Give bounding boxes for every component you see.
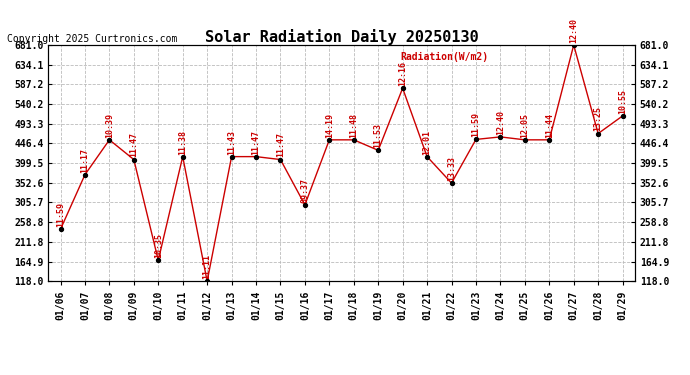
Point: [422, 154, 433, 160]
Text: 12:40: 12:40: [569, 18, 578, 43]
Point: [201, 278, 213, 284]
Point: [226, 154, 237, 160]
Point: [250, 154, 262, 160]
Text: 10:35: 10:35: [154, 233, 163, 258]
Text: Radiation(W/m2): Radiation(W/m2): [400, 52, 489, 62]
Point: [152, 257, 164, 263]
Point: [544, 137, 555, 143]
Text: 11:59: 11:59: [56, 202, 65, 227]
Point: [128, 156, 139, 162]
Text: 11:47: 11:47: [276, 132, 285, 158]
Point: [520, 137, 531, 143]
Text: 11:53: 11:53: [374, 123, 383, 148]
Text: 11:17: 11:17: [81, 148, 90, 172]
Text: Copyright 2025 Curtronics.com: Copyright 2025 Curtronics.com: [7, 34, 177, 44]
Point: [177, 154, 188, 160]
Point: [593, 130, 604, 136]
Text: 09:37: 09:37: [300, 178, 309, 203]
Text: 11:47: 11:47: [252, 129, 261, 154]
Point: [397, 85, 408, 91]
Point: [324, 137, 335, 143]
Point: [79, 172, 90, 178]
Text: 14:19: 14:19: [325, 113, 334, 138]
Point: [446, 180, 457, 186]
Text: 12:05: 12:05: [520, 113, 529, 138]
Point: [471, 136, 482, 142]
Point: [568, 42, 579, 48]
Text: 11:11: 11:11: [203, 254, 212, 279]
Text: 13:25: 13:25: [593, 106, 602, 132]
Text: 11:44: 11:44: [545, 113, 554, 138]
Point: [617, 113, 628, 119]
Point: [299, 202, 310, 208]
Text: 11:48: 11:48: [349, 113, 358, 138]
Point: [373, 147, 384, 153]
Point: [495, 134, 506, 140]
Text: 12:40: 12:40: [496, 110, 505, 135]
Title: Solar Radiation Daily 20250130: Solar Radiation Daily 20250130: [205, 29, 478, 45]
Point: [275, 156, 286, 162]
Point: [104, 137, 115, 143]
Text: 10:55: 10:55: [618, 89, 627, 114]
Text: 11:38: 11:38: [178, 129, 187, 154]
Text: 11:59: 11:59: [471, 112, 480, 137]
Text: 10:39: 10:39: [105, 113, 114, 138]
Text: 12:01: 12:01: [422, 129, 431, 154]
Point: [55, 226, 66, 232]
Text: 13:33: 13:33: [447, 156, 456, 181]
Text: 11:43: 11:43: [227, 129, 236, 154]
Point: [348, 137, 359, 143]
Text: 12:16: 12:16: [398, 61, 407, 86]
Text: 11:47: 11:47: [129, 132, 138, 158]
